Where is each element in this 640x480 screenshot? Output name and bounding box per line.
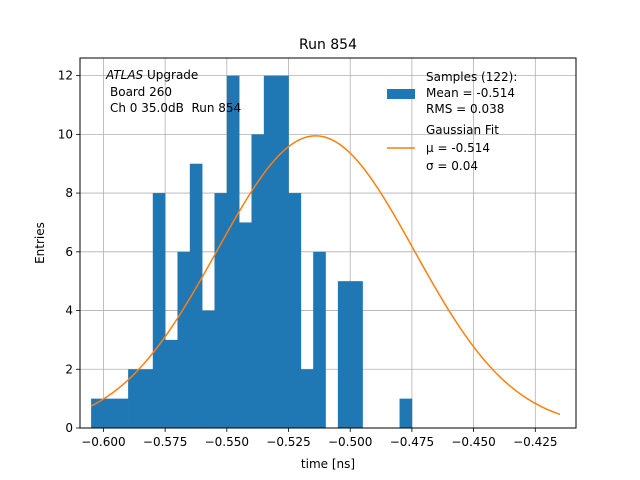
legend-fit-mu: μ = -0.514	[426, 141, 490, 155]
histogram-bar	[140, 369, 154, 428]
y-axis-label: Entries	[33, 222, 47, 264]
histogram-bar	[288, 193, 302, 428]
legend-samples-rms: RMS = 0.038	[426, 102, 504, 116]
histogram-bar	[115, 398, 129, 428]
histogram-bar	[239, 222, 252, 428]
x-tick-label: −0.475	[390, 435, 434, 449]
histogram-bar	[214, 193, 228, 428]
histogram-bar	[399, 398, 413, 428]
annotation-box: ATLAS Upgrade Board 260 Ch 0 35.0dB Run …	[105, 68, 241, 115]
histogram-bar	[226, 75, 240, 428]
histogram-bar	[276, 75, 289, 428]
annotation-atlas: ATLAS	[105, 68, 144, 82]
x-tick-label: −0.525	[266, 435, 310, 449]
histogram-bar	[128, 369, 141, 428]
histogram-bar	[300, 369, 314, 428]
histogram-bars	[91, 75, 413, 428]
histogram-bar	[189, 163, 203, 428]
legend-samples-title: Samples (122):	[426, 70, 517, 84]
annotation-upgrade: Upgrade	[143, 68, 198, 82]
y-tick-label: 0	[65, 421, 73, 435]
y-tick-label: 8	[65, 186, 73, 200]
x-tick-label: −0.500	[328, 435, 372, 449]
chart-title: Run 854	[299, 37, 357, 53]
histogram-bar	[103, 398, 117, 428]
histogram-bar	[165, 339, 178, 428]
x-tick-label: −0.550	[205, 435, 249, 449]
histogram-bar	[263, 75, 277, 428]
histogram-bar	[177, 251, 191, 428]
y-tick-label: 4	[65, 304, 73, 318]
y-tick-label: 12	[58, 69, 73, 83]
x-tick-label: −0.425	[513, 435, 557, 449]
annotation-channel: Ch 0 35.0dB Run 854	[110, 101, 241, 115]
legend-samples-mean: Mean = -0.514	[426, 86, 515, 100]
histogram-bar	[202, 310, 215, 428]
x-tick-label: −0.450	[451, 435, 495, 449]
x-tick-label: −0.575	[143, 435, 187, 449]
fit-curve-group	[90, 135, 561, 416]
legend: Samples (122): Mean = -0.514 RMS = 0.038…	[387, 70, 517, 173]
histogram-bar	[152, 193, 166, 428]
x-axis-label: time [ns]	[301, 457, 355, 471]
legend-fit-title: Gaussian Fit	[426, 123, 499, 137]
histogram-bar	[313, 251, 326, 428]
axis-ticks: −0.600 −0.575 −0.550 −0.525 −0.500 −0.475 −0.4…	[58, 69, 558, 449]
gaussian-fit-line	[90, 135, 561, 416]
histogram-bar	[251, 134, 265, 428]
x-tick-label: −0.600	[81, 435, 125, 449]
legend-fit-sigma: σ = 0.04	[426, 159, 478, 173]
annotation-board: Board 260	[110, 85, 172, 99]
histogram-bar	[91, 398, 104, 428]
histogram-bar	[350, 281, 363, 428]
histogram-bar	[337, 281, 351, 428]
y-tick-label: 10	[58, 127, 73, 141]
legend-samples-patch	[387, 89, 415, 99]
y-tick-label: 6	[65, 245, 73, 259]
plot-frame	[79, 57, 577, 429]
y-tick-label: 2	[65, 362, 73, 376]
annotation-experiment: ATLAS Upgrade	[105, 68, 198, 82]
